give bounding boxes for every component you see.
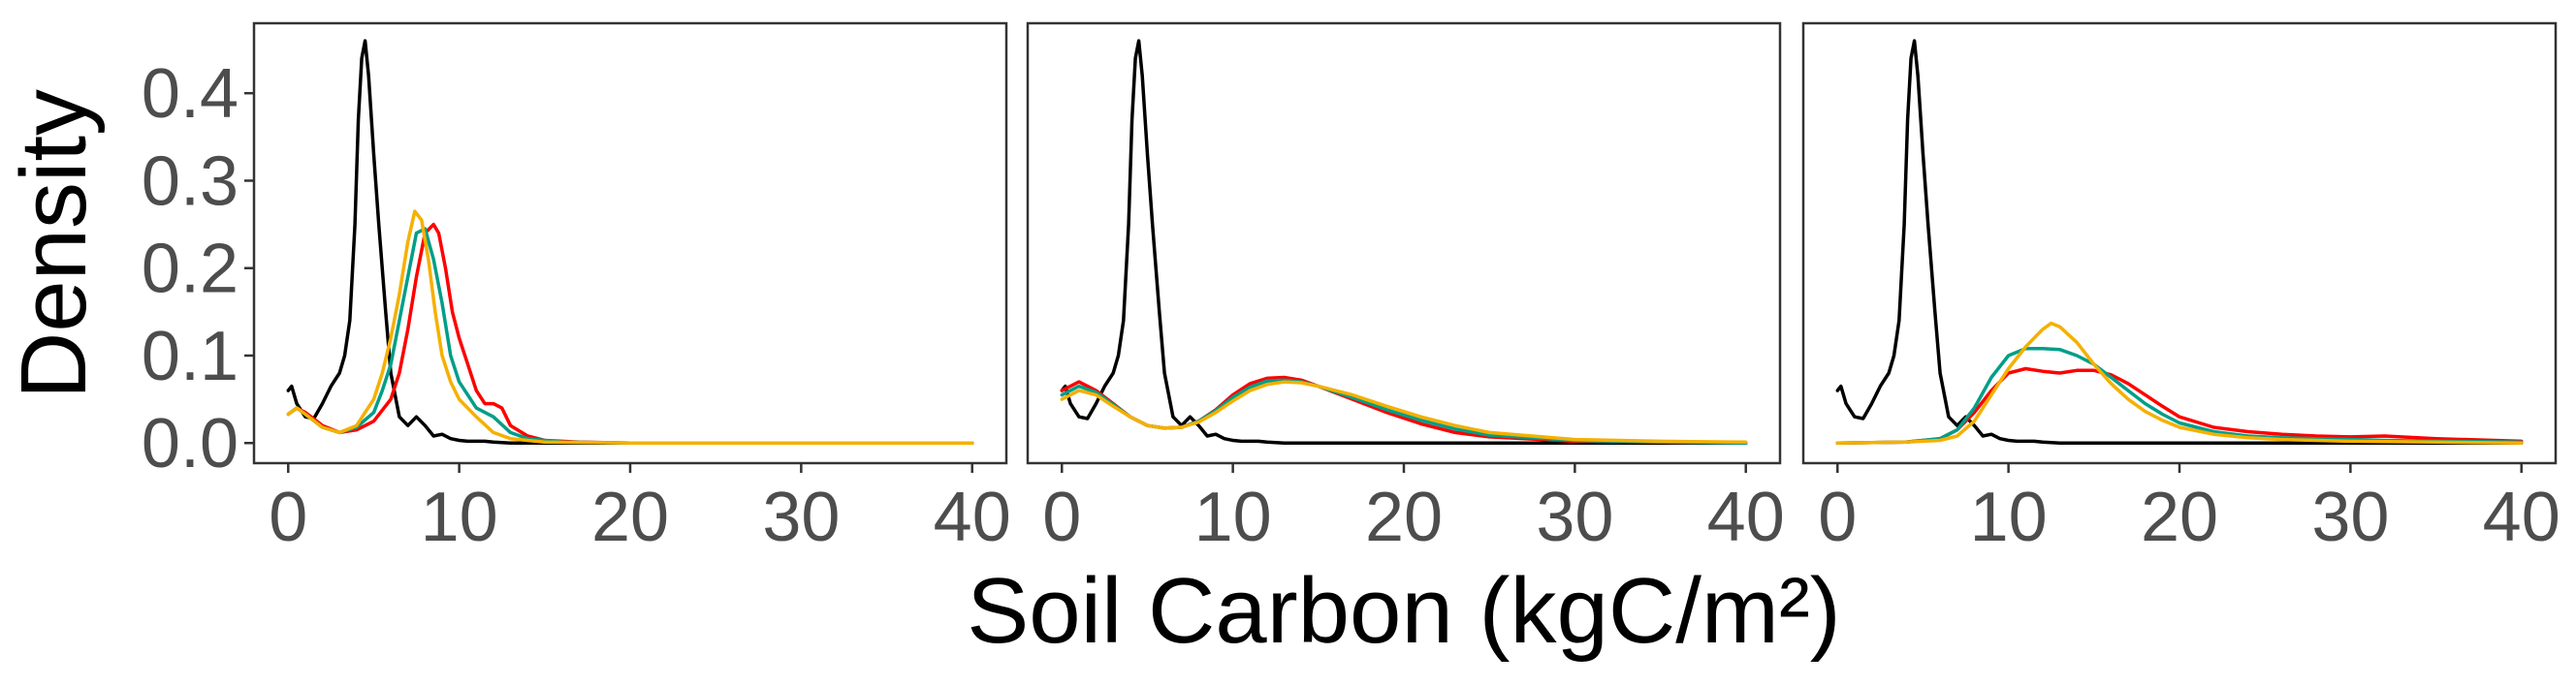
y-tick-label: 0.0 <box>142 405 239 483</box>
panel-1-series-1-line <box>286 39 974 445</box>
panel-3-series-1-line <box>1835 39 2524 445</box>
y-tick-label: 0.3 <box>142 142 239 220</box>
panel-1-x-tick-label: 20 <box>591 479 669 556</box>
panel-3-border <box>1801 21 2558 465</box>
panel-1: 0 10 20 30 40 0.0 0.1 0.2 0.3 0.4 <box>142 21 1011 556</box>
panel-3-x-tick-label: 0 <box>1818 479 1857 556</box>
panel-2-x-tick-label: 10 <box>1194 479 1272 556</box>
panel-2-border <box>1026 21 1782 465</box>
y-axis-title: Density <box>2 89 106 399</box>
panel-2: 0 10 20 30 40 <box>1026 21 1785 556</box>
panel-3-x-tick-label: 10 <box>1970 479 2048 556</box>
panel-3-x-tick-label: 30 <box>2311 479 2389 556</box>
panel-3-x-tick-label: 20 <box>2141 479 2218 556</box>
panel-2-series-1-line <box>1060 39 1748 445</box>
panel-3-series-2-line <box>1835 366 2524 445</box>
panel-2-x-tick-label: 0 <box>1042 479 1081 556</box>
panel-1-x-tick-label: 30 <box>762 479 840 556</box>
panel-1-border <box>252 21 1008 465</box>
panel-1-series-4-line <box>286 209 974 445</box>
panel-1-x-tick-label: 40 <box>934 479 1011 556</box>
panel-3-series-3-line <box>1835 347 2524 445</box>
panel-2-x-tick-label: 30 <box>1536 479 1613 556</box>
panel-3-series-4-line <box>1835 321 2524 445</box>
panel-2-series-4-line <box>1060 380 1748 445</box>
panel-1-x-tick-label: 0 <box>269 479 307 556</box>
panel-2-x-tick-label: 20 <box>1365 479 1443 556</box>
panel-1-x-tick-label: 10 <box>421 479 498 556</box>
panels-group: 0 10 20 30 40 0.0 0.1 0.2 0.3 0.4 0 10 20 30 40 0 10 20 30… <box>142 21 2560 556</box>
panel-2-x-tick-label: 40 <box>1707 479 1785 556</box>
panel-3-x-tick-label: 40 <box>2483 479 2560 556</box>
y-tick-label: 0.1 <box>142 318 239 395</box>
y-tick-label: 0.2 <box>142 231 239 308</box>
y-tick-label: 0.4 <box>142 55 239 133</box>
x-axis-title: Soil Carbon (kgC/m²) <box>967 559 1841 663</box>
panel-3: 0 10 20 30 40 <box>1801 21 2560 556</box>
